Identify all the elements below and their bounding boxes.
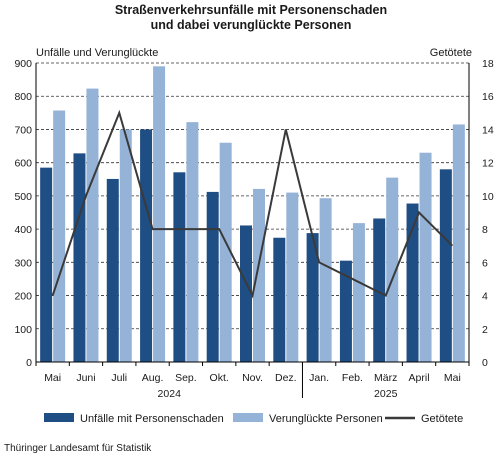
year-label-2024: 2024 [158, 388, 182, 400]
bar-verunglueckte [153, 66, 166, 363]
bar-verunglueckte [319, 198, 332, 362]
y-left-tick-label: 0 [26, 357, 32, 369]
line-getoetete [51, 109, 454, 299]
x-tick-label: März [374, 372, 397, 384]
legend-label-getoetete: Getötete [421, 413, 463, 425]
grid-lines [36, 62, 469, 330]
legend-label-unfaelle: Unfälle mit Personenschaden [80, 413, 224, 425]
bar-verunglueckte [386, 177, 399, 362]
x-tick-label: Nov. [242, 372, 263, 384]
x-tick-label: Sep. [175, 372, 197, 384]
y-right-tick-label: 8 [482, 224, 488, 236]
bar-verunglueckte [86, 88, 99, 362]
y-left-tick-label: 500 [14, 191, 32, 203]
bar-unfaelle [240, 225, 252, 362]
x-tick-label: Jan. [309, 372, 329, 384]
bar-unfaelle [206, 191, 219, 362]
source-note: Thüringer Landesamt für Statistik [4, 443, 152, 454]
legend-label-verunglueckte: Verunglückte Personen [269, 413, 383, 425]
chart-title-line2: und dabei verunglückte Personen [151, 18, 352, 32]
bar-unfaelle [439, 169, 452, 362]
y-right-tick-label: 16 [482, 91, 494, 103]
bar-verunglueckte [219, 142, 232, 362]
legend: Unfälle mit Personenschaden Verunglückte … [44, 413, 463, 425]
bar-verunglueckte [352, 223, 365, 362]
bar-verunglueckte [53, 110, 66, 362]
axes: 0 100 200 300 400 500 600 700 800 900 0 2 4 6 8 10 12 14 1… [14, 58, 493, 400]
y-left-tick-label: 800 [14, 91, 32, 103]
bar-unfaelle [306, 233, 319, 362]
x-tick-label: Mai [44, 372, 61, 384]
bar-verunglueckte [419, 152, 432, 362]
y-right-tick-label: 6 [482, 257, 488, 269]
y-axis-right-label: Getötete [430, 47, 472, 59]
bar-unfaelle [273, 237, 286, 362]
bar-unfaelle [173, 172, 186, 362]
line-series [51, 109, 454, 299]
x-tick-label: Juni [76, 372, 95, 384]
y-left-tick-label: 100 [14, 324, 32, 336]
bar-unfaelle [373, 218, 386, 362]
y-right-tick-label: 10 [482, 191, 494, 203]
y-left-tick-label: 300 [14, 257, 32, 269]
chart-title-line1: Straßenverkehrsunfälle mit Personenschad… [115, 3, 387, 17]
bar-verunglueckte [119, 129, 132, 362]
y-right-tick-label: 2 [482, 324, 488, 336]
bars [40, 66, 465, 363]
y-left-tick-label: 400 [14, 224, 32, 236]
bar-verunglueckte [253, 188, 265, 362]
x-tick-label: Okt. [210, 372, 229, 384]
bar-unfaelle [339, 260, 352, 362]
bar-unfaelle [106, 178, 119, 362]
x-tick-label: Feb. [342, 372, 363, 384]
y-left-tick-label: 600 [14, 158, 32, 170]
legend-swatch-verunglueckte [233, 413, 263, 422]
y-right-tick-label: 14 [482, 124, 494, 136]
x-tick-label: Mai [444, 372, 461, 384]
y-right-tick-label: 0 [482, 357, 488, 369]
year-label-2025: 2025 [374, 388, 398, 400]
y-right-tick-label: 12 [482, 158, 494, 170]
legend-swatch-unfaelle [44, 413, 74, 422]
y-left-tick-label: 900 [14, 58, 32, 70]
bar-verunglueckte [186, 122, 199, 362]
bar-verunglueckte [286, 192, 299, 362]
y-right-tick-label: 18 [482, 58, 494, 70]
bar-verunglueckte [452, 124, 465, 362]
bar-unfaelle [406, 203, 419, 362]
y-left-tick-label: 700 [14, 124, 32, 136]
y-right-tick-label: 4 [482, 291, 488, 303]
x-tick-label: April [409, 372, 430, 384]
bar-unfaelle [140, 129, 153, 362]
x-tick-label: Juli [111, 372, 127, 384]
bar-unfaelle [73, 153, 86, 362]
x-tick-label: Dez. [275, 372, 297, 384]
y-left-tick-label: 200 [14, 291, 32, 303]
x-tick-label: Aug. [142, 372, 164, 384]
bar-unfaelle [40, 167, 53, 362]
y-axis-left-label: Unfälle und Verunglückte [36, 47, 158, 59]
